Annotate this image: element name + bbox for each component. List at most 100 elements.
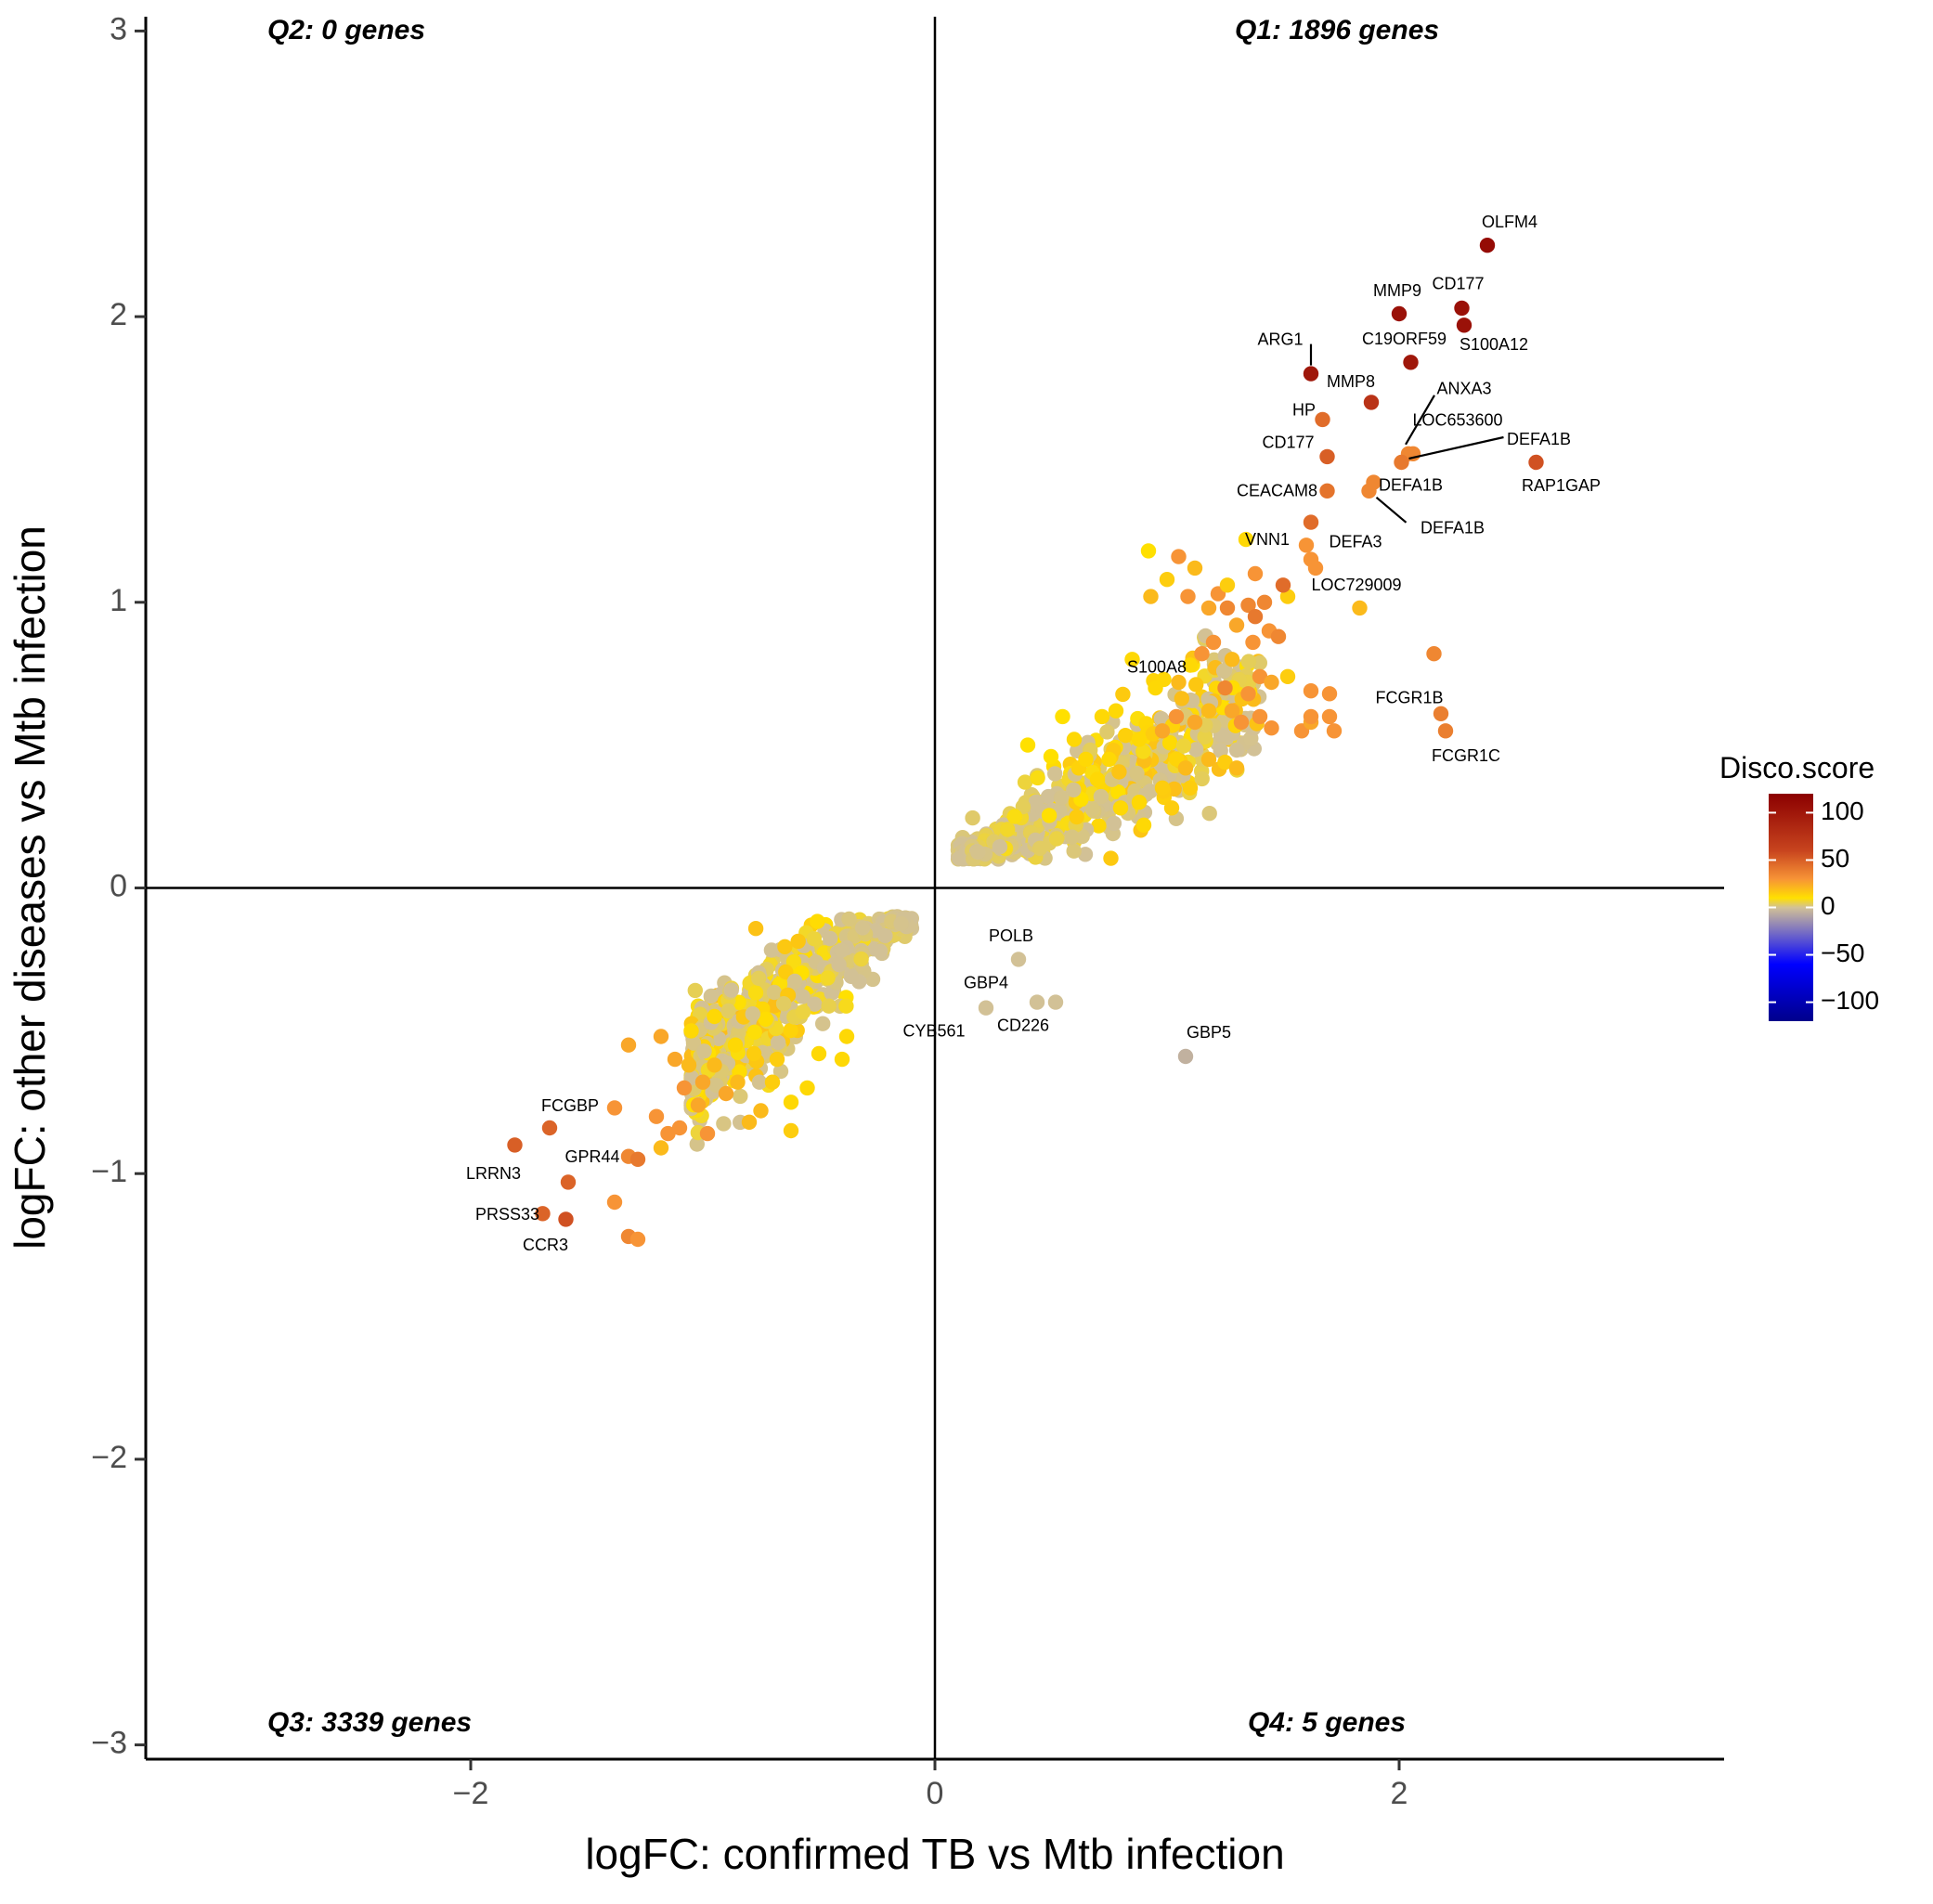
data-point: [746, 1045, 762, 1062]
gene-label: CD177: [1432, 275, 1484, 293]
cluster-point: [1161, 735, 1178, 751]
gene-label: MMP9: [1373, 281, 1421, 300]
y-tick-label: 1: [110, 583, 127, 618]
data-point: [1168, 708, 1185, 725]
labeled-point: [1010, 952, 1027, 967]
data-point: [1270, 628, 1287, 644]
data-point: [769, 1051, 785, 1068]
labeled-point: [1391, 305, 1408, 322]
cluster-point: [1197, 729, 1213, 745]
cluster-point: [1188, 742, 1204, 758]
cluster-point: [723, 982, 739, 998]
cluster-point: [1213, 743, 1228, 758]
data-point: [799, 1080, 815, 1096]
cluster-point: [853, 951, 869, 967]
leader-line: [1405, 395, 1435, 446]
labeled-point: [1319, 483, 1335, 499]
gene-label: FCGBP: [541, 1096, 599, 1115]
legend-title: Disco.score: [1719, 751, 1875, 784]
data-point: [676, 1080, 693, 1096]
cluster-point: [952, 850, 967, 866]
cluster-point: [720, 1003, 736, 1019]
y-axis-title: logFC: other diseases vs Mtb infection: [6, 525, 54, 1250]
gene-label: VNN1: [1245, 530, 1290, 549]
labeled-point: [1303, 514, 1319, 530]
data-point: [1200, 703, 1217, 719]
data-point: [1154, 780, 1171, 796]
labeled-point: [535, 1206, 551, 1222]
data-point: [1182, 780, 1199, 796]
gene-label: LRRN3: [466, 1164, 521, 1183]
data-point: [683, 1023, 699, 1039]
data-point: [1131, 732, 1148, 747]
data-point: [1252, 668, 1268, 684]
gene-label: C19ORF59: [1362, 330, 1447, 348]
data-point: [1055, 708, 1070, 725]
gene-label: GBP5: [1187, 1023, 1231, 1042]
cluster-point: [893, 915, 909, 932]
data-point: [606, 1100, 623, 1116]
cluster-point: [790, 933, 806, 950]
data-point: [1066, 732, 1083, 747]
gene-label: LOC729009: [1311, 576, 1401, 594]
cluster-point: [843, 968, 859, 985]
cluster-point: [763, 942, 780, 958]
data-point: [1224, 703, 1240, 719]
data-point: [764, 1074, 781, 1090]
data-point: [694, 1074, 711, 1090]
cluster-point: [786, 973, 803, 990]
data-point: [718, 1085, 734, 1102]
data-point: [1200, 751, 1217, 768]
data-point: [1321, 686, 1338, 702]
data-point: [707, 1057, 722, 1073]
labeled-point: [560, 1174, 577, 1190]
x-tick-label: −2: [453, 1776, 489, 1811]
labeled-point: [1238, 531, 1254, 548]
data-point: [653, 1029, 669, 1044]
cluster-point: [810, 913, 825, 929]
data-point: [783, 1094, 799, 1110]
cluster-point: [872, 943, 889, 959]
data-point: [1163, 800, 1180, 816]
data-points: [507, 238, 1544, 1248]
quadrant-labels: Q1: 1896 genes Q2: 0 genes Q3: 3339 genes Q…: [267, 15, 1439, 1738]
gene-label: S100A12: [1459, 335, 1528, 354]
cluster-point: [1153, 711, 1170, 727]
cluster-point: [1064, 829, 1080, 845]
cluster-point: [1053, 790, 1070, 806]
y-axis-ticks: 3 2 1 0 −1 −2 −3: [91, 11, 146, 1761]
data-point: [1148, 680, 1163, 696]
gene-label: S100A8: [1127, 657, 1187, 676]
data-point: [1307, 560, 1324, 576]
y-tick-label: 2: [110, 297, 127, 332]
cluster-point: [1069, 809, 1084, 825]
data-point: [1217, 680, 1233, 696]
legend-tick-label: 50: [1821, 844, 1849, 873]
gene-label: LOC653600: [1412, 411, 1502, 430]
y-tick-label: −2: [91, 1440, 127, 1475]
data-point: [753, 1103, 769, 1119]
data-point: [1240, 597, 1256, 614]
cluster-point: [1188, 677, 1204, 693]
gene-label: FCGR1B: [1375, 689, 1443, 707]
y-tick-label: −1: [91, 1154, 127, 1189]
cluster-point: [1099, 724, 1115, 740]
cluster-point: [770, 1034, 786, 1051]
cluster-point: [746, 1024, 762, 1041]
cluster-point: [766, 984, 783, 1001]
data-point: [1303, 708, 1319, 725]
cluster-point: [815, 1016, 831, 1031]
cluster-point: [1048, 831, 1065, 847]
legend-tick-label: 0: [1821, 891, 1836, 920]
cluster-point: [1118, 728, 1134, 744]
legend-tick-label: −50: [1821, 939, 1865, 967]
data-point: [699, 1125, 716, 1142]
gene-label: CD177: [1262, 434, 1314, 452]
data-point: [1089, 771, 1106, 787]
quadrant-label-q1: Q1: 1896 genes: [1235, 15, 1439, 45]
data-point: [648, 1108, 665, 1124]
data-point: [811, 1045, 827, 1062]
cluster-point: [703, 988, 720, 1004]
data-point: [1124, 652, 1140, 667]
leader-line: [1408, 435, 1504, 460]
